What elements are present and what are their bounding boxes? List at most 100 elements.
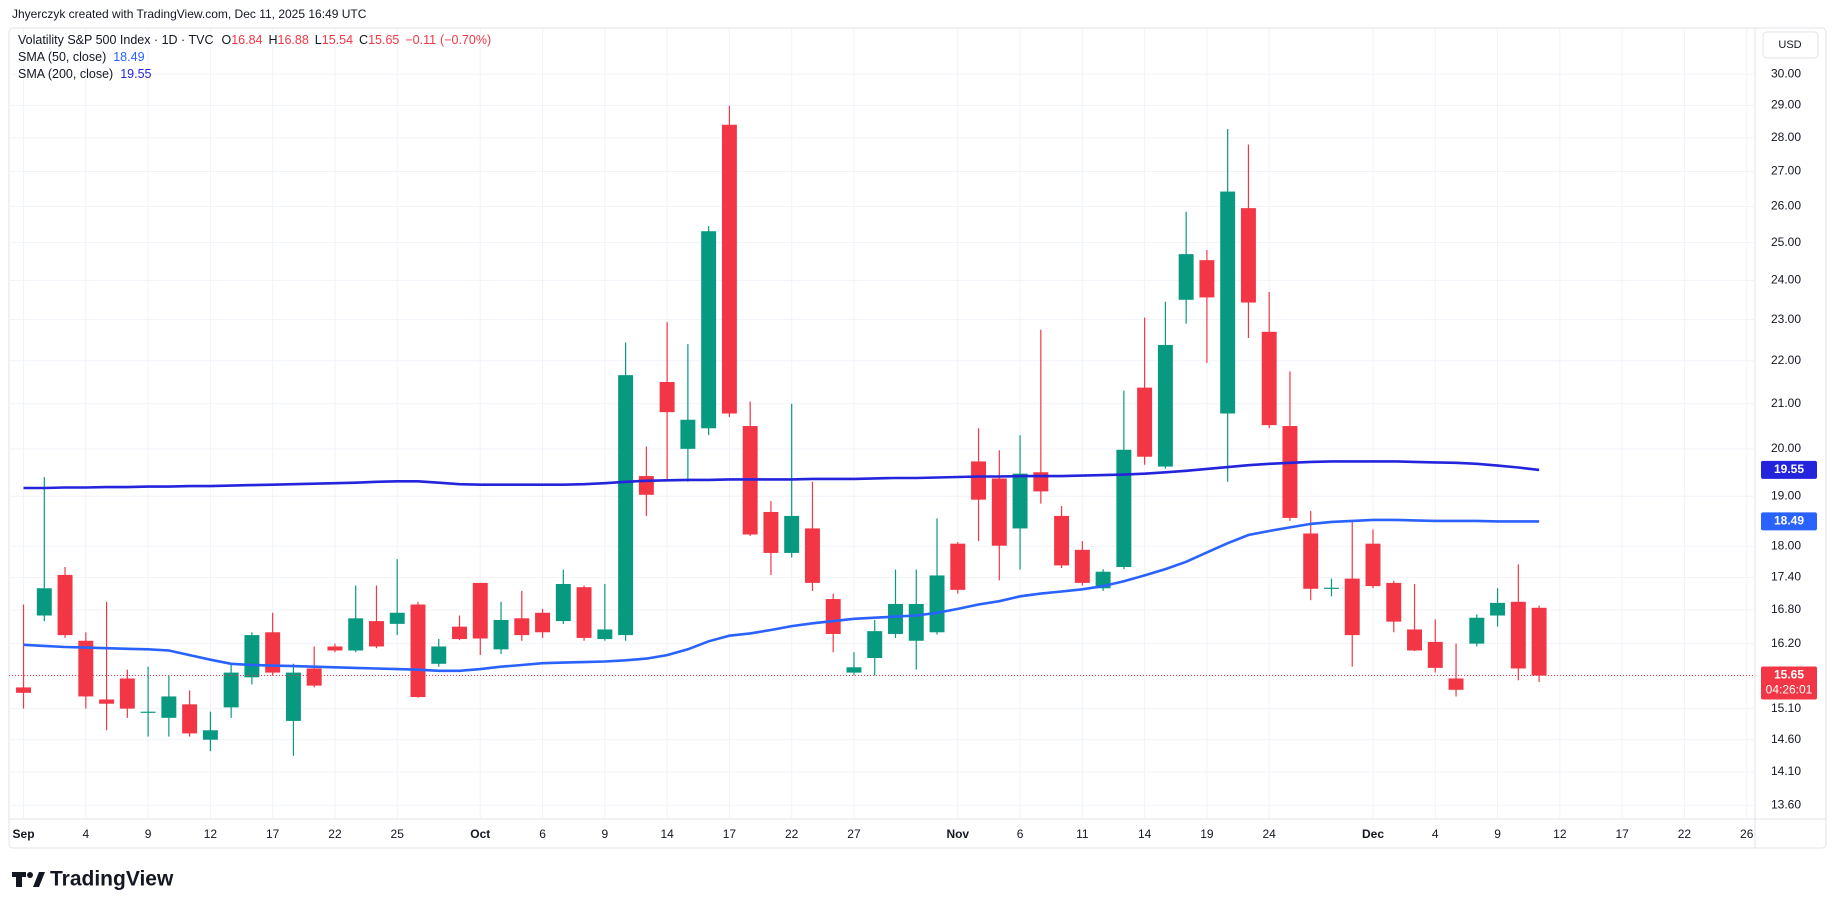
y-tick-label: 26.00: [1771, 199, 1801, 213]
candle-body: [680, 419, 696, 449]
candle-body: [1116, 449, 1132, 568]
legend-sma: SMA (200, close) 19.55: [18, 67, 152, 81]
y-tick-label: 16.20: [1771, 636, 1801, 650]
legend-sma-value: 18.49: [113, 50, 144, 64]
y-tick-label: 14.60: [1771, 732, 1801, 746]
candle-body: [618, 375, 634, 636]
sma-price-tag: [1761, 460, 1817, 479]
legend-title: Volatility S&P 500 Index · 1D · TVC: [18, 33, 213, 47]
ohlc-value: 16.84: [231, 33, 262, 47]
header: Jhyerczyk created with TradingView.com, …: [12, 7, 367, 21]
logo-mark: [12, 872, 26, 887]
candle-body: [1469, 617, 1485, 644]
y-tick-label: 16.80: [1771, 602, 1801, 616]
legend-sma: SMA (50, close) 18.49: [18, 50, 145, 64]
candle-body: [929, 575, 945, 633]
candle-body: [1137, 387, 1153, 457]
candle-body: [721, 124, 737, 414]
last-price-tag: [1761, 666, 1817, 700]
x-tick-label: 17: [1615, 827, 1629, 841]
ohlc-value: 15.54: [322, 33, 353, 47]
candle-body: [265, 632, 281, 673]
candle-body: [78, 640, 94, 697]
logo-mark: [33, 872, 45, 887]
candle-body: [285, 672, 301, 721]
x-tick-label: 25: [391, 827, 405, 841]
change-pct: (−0.70%): [440, 33, 491, 47]
candle-body: [140, 711, 156, 713]
x-tick-label: 22: [785, 827, 799, 841]
x-tick-label: 9: [145, 827, 152, 841]
x-tick-label: Oct: [470, 827, 490, 841]
chart-frame: [8, 27, 1827, 849]
candle-body: [1282, 426, 1298, 518]
ohlc-label: L: [315, 33, 322, 47]
candle-body: [1344, 578, 1360, 636]
y-tick-label: 15.10: [1771, 701, 1801, 715]
legend-sma-name: SMA (50, close): [18, 50, 106, 64]
x-tick-label: 6: [539, 827, 546, 841]
x-tick-label: 26: [1740, 827, 1754, 841]
candle-body: [452, 626, 467, 640]
x-tick-label: 14: [1138, 827, 1152, 841]
x-tick-label: 17: [266, 827, 280, 841]
candle-body: [1054, 515, 1070, 566]
candle-body: [555, 583, 571, 622]
x-tick-label: 4: [1432, 827, 1439, 841]
sma-price-tag: [1761, 512, 1817, 531]
candle-body: [1074, 549, 1090, 583]
candle-body: [348, 618, 364, 651]
countdown: 04:26:01: [1766, 683, 1813, 697]
x-tick-label: Dec: [1362, 827, 1384, 841]
candle-body: [763, 511, 779, 553]
candle-body: [867, 631, 883, 658]
last-price-label: 15.65: [1774, 668, 1804, 682]
candle-body: [1448, 678, 1464, 690]
currency[interactable]: USD: [1778, 39, 1801, 51]
ohlc-label: H: [268, 33, 277, 47]
candles: [16, 105, 1547, 756]
candle-body: [1407, 629, 1422, 651]
legend-sma-value: 19.55: [120, 67, 151, 81]
candle-body: [99, 699, 115, 704]
candle-body: [472, 582, 488, 639]
candle-body: [576, 587, 592, 638]
y-tick-label: 13.60: [1771, 797, 1801, 811]
candle-body: [327, 646, 343, 651]
candle-body: [597, 629, 613, 640]
x-tick-label: 9: [601, 827, 608, 841]
candle-body: [410, 604, 426, 698]
candle-body: [161, 696, 177, 718]
candle-body: [1178, 254, 1194, 300]
change-value: −0.11: [405, 33, 436, 47]
x-tick-label: Sep: [13, 827, 35, 841]
candle-body: [493, 619, 509, 650]
candle-body: [389, 612, 405, 624]
candle-body: [16, 687, 32, 693]
currency-button[interactable]: [1762, 31, 1819, 59]
x-tick-label: 22: [328, 827, 342, 841]
ohlc-label: C: [359, 33, 368, 47]
candle-body: [182, 704, 198, 734]
x-tick-label: 17: [723, 827, 737, 841]
y-tick-label: 24.00: [1771, 273, 1801, 287]
logo-dot: [27, 872, 33, 878]
candle-body: [1386, 582, 1402, 622]
candle-body: [514, 618, 530, 636]
y-tick-label: 22.00: [1771, 353, 1801, 367]
y-tick-label: 17.40: [1771, 570, 1801, 584]
y-tick-label: 19.00: [1771, 488, 1801, 502]
x-tick-label: 12: [1553, 827, 1567, 841]
sma-line: [23, 518, 1540, 673]
y-tick-label: 28.00: [1771, 130, 1801, 144]
candle-body: [825, 599, 841, 634]
candle-body: [784, 515, 800, 553]
x-tick-label: 27: [847, 827, 861, 841]
ohlc-value: 15.65: [368, 33, 399, 47]
candle-body: [223, 672, 239, 708]
candle-body: [991, 478, 1007, 546]
x-tick-label: 11: [1076, 827, 1089, 841]
x-tick-label: 14: [660, 827, 674, 841]
candle-body: [202, 730, 218, 740]
